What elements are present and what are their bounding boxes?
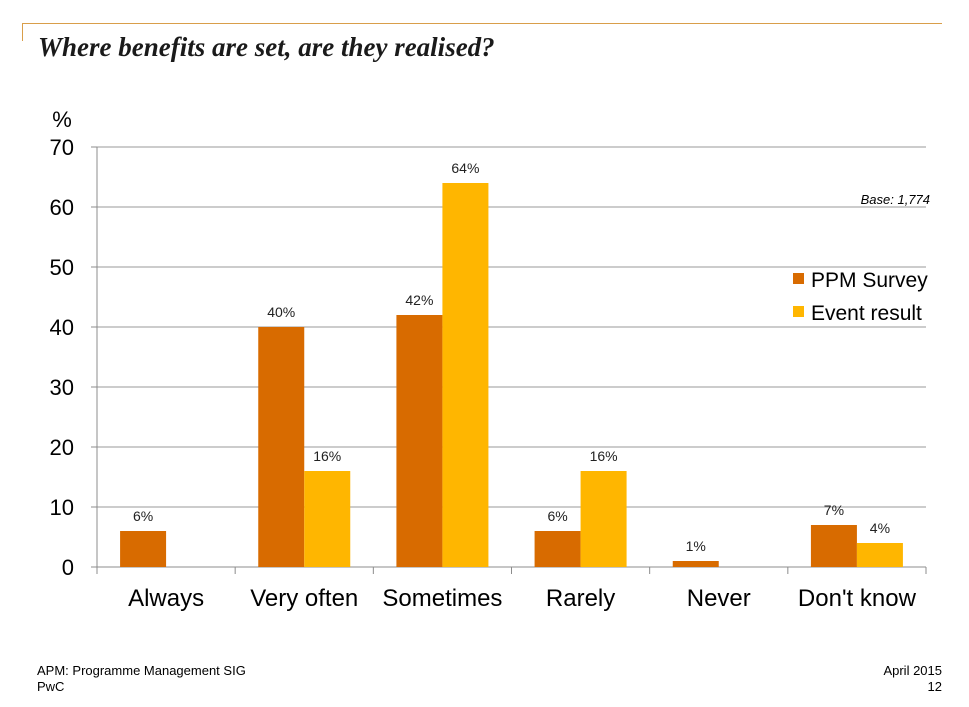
footer-date: April 2015 bbox=[883, 663, 942, 678]
data-label: 1% bbox=[686, 538, 706, 554]
data-label: 40% bbox=[267, 304, 295, 320]
page-number: 12 bbox=[927, 679, 942, 694]
legend-label: Event result bbox=[811, 302, 922, 325]
data-label: 16% bbox=[313, 448, 341, 464]
bar bbox=[396, 315, 443, 567]
data-label: 64% bbox=[451, 160, 479, 176]
x-tick-label: Rarely bbox=[546, 585, 615, 612]
header-corner-rule bbox=[22, 23, 23, 41]
x-tick-label: Don't know bbox=[798, 585, 917, 612]
x-tick-label: Sometimes bbox=[382, 585, 502, 612]
data-label: 42% bbox=[405, 292, 433, 308]
y-tick-label: 70 bbox=[50, 135, 74, 160]
legend-swatch bbox=[793, 273, 804, 284]
bar bbox=[304, 471, 351, 567]
y-tick-label: 10 bbox=[50, 495, 74, 520]
footer-organisation: APM: Programme Management SIG bbox=[37, 663, 246, 678]
bar bbox=[856, 543, 903, 567]
legend-label: PPM Survey bbox=[811, 269, 928, 292]
data-label: 4% bbox=[870, 520, 890, 536]
x-tick-label: Never bbox=[687, 585, 751, 612]
bar bbox=[534, 531, 581, 567]
data-label: 16% bbox=[590, 448, 618, 464]
bar bbox=[810, 525, 857, 567]
bar bbox=[258, 327, 305, 567]
footer-left: APM: Programme Management SIG PwC bbox=[37, 663, 246, 695]
footer-company: PwC bbox=[37, 679, 65, 694]
bar bbox=[442, 183, 489, 567]
base-annotation: Base: 1,774 bbox=[861, 192, 930, 207]
y-tick-label: 20 bbox=[50, 435, 74, 460]
y-tick-label: 60 bbox=[50, 195, 74, 220]
footer-right: April 2015 12 bbox=[883, 663, 942, 695]
bar bbox=[672, 561, 719, 567]
bar bbox=[580, 471, 627, 567]
data-label: 6% bbox=[547, 508, 567, 524]
slide-title: Where benefits are set, are they realise… bbox=[38, 32, 495, 62]
bar bbox=[120, 531, 167, 567]
data-label: 6% bbox=[133, 508, 153, 524]
y-tick-label: 30 bbox=[50, 375, 74, 400]
y-tick-label: 40 bbox=[50, 315, 74, 340]
y-tick-label: 50 bbox=[50, 255, 74, 280]
header-rule bbox=[22, 23, 942, 24]
x-tick-label: Very often bbox=[250, 585, 358, 612]
data-label: 7% bbox=[824, 502, 844, 518]
legend-swatch bbox=[793, 306, 804, 317]
x-tick-label: Always bbox=[128, 585, 204, 612]
y-tick-label: 0 bbox=[62, 555, 74, 580]
y-axis-label: % bbox=[52, 107, 72, 132]
